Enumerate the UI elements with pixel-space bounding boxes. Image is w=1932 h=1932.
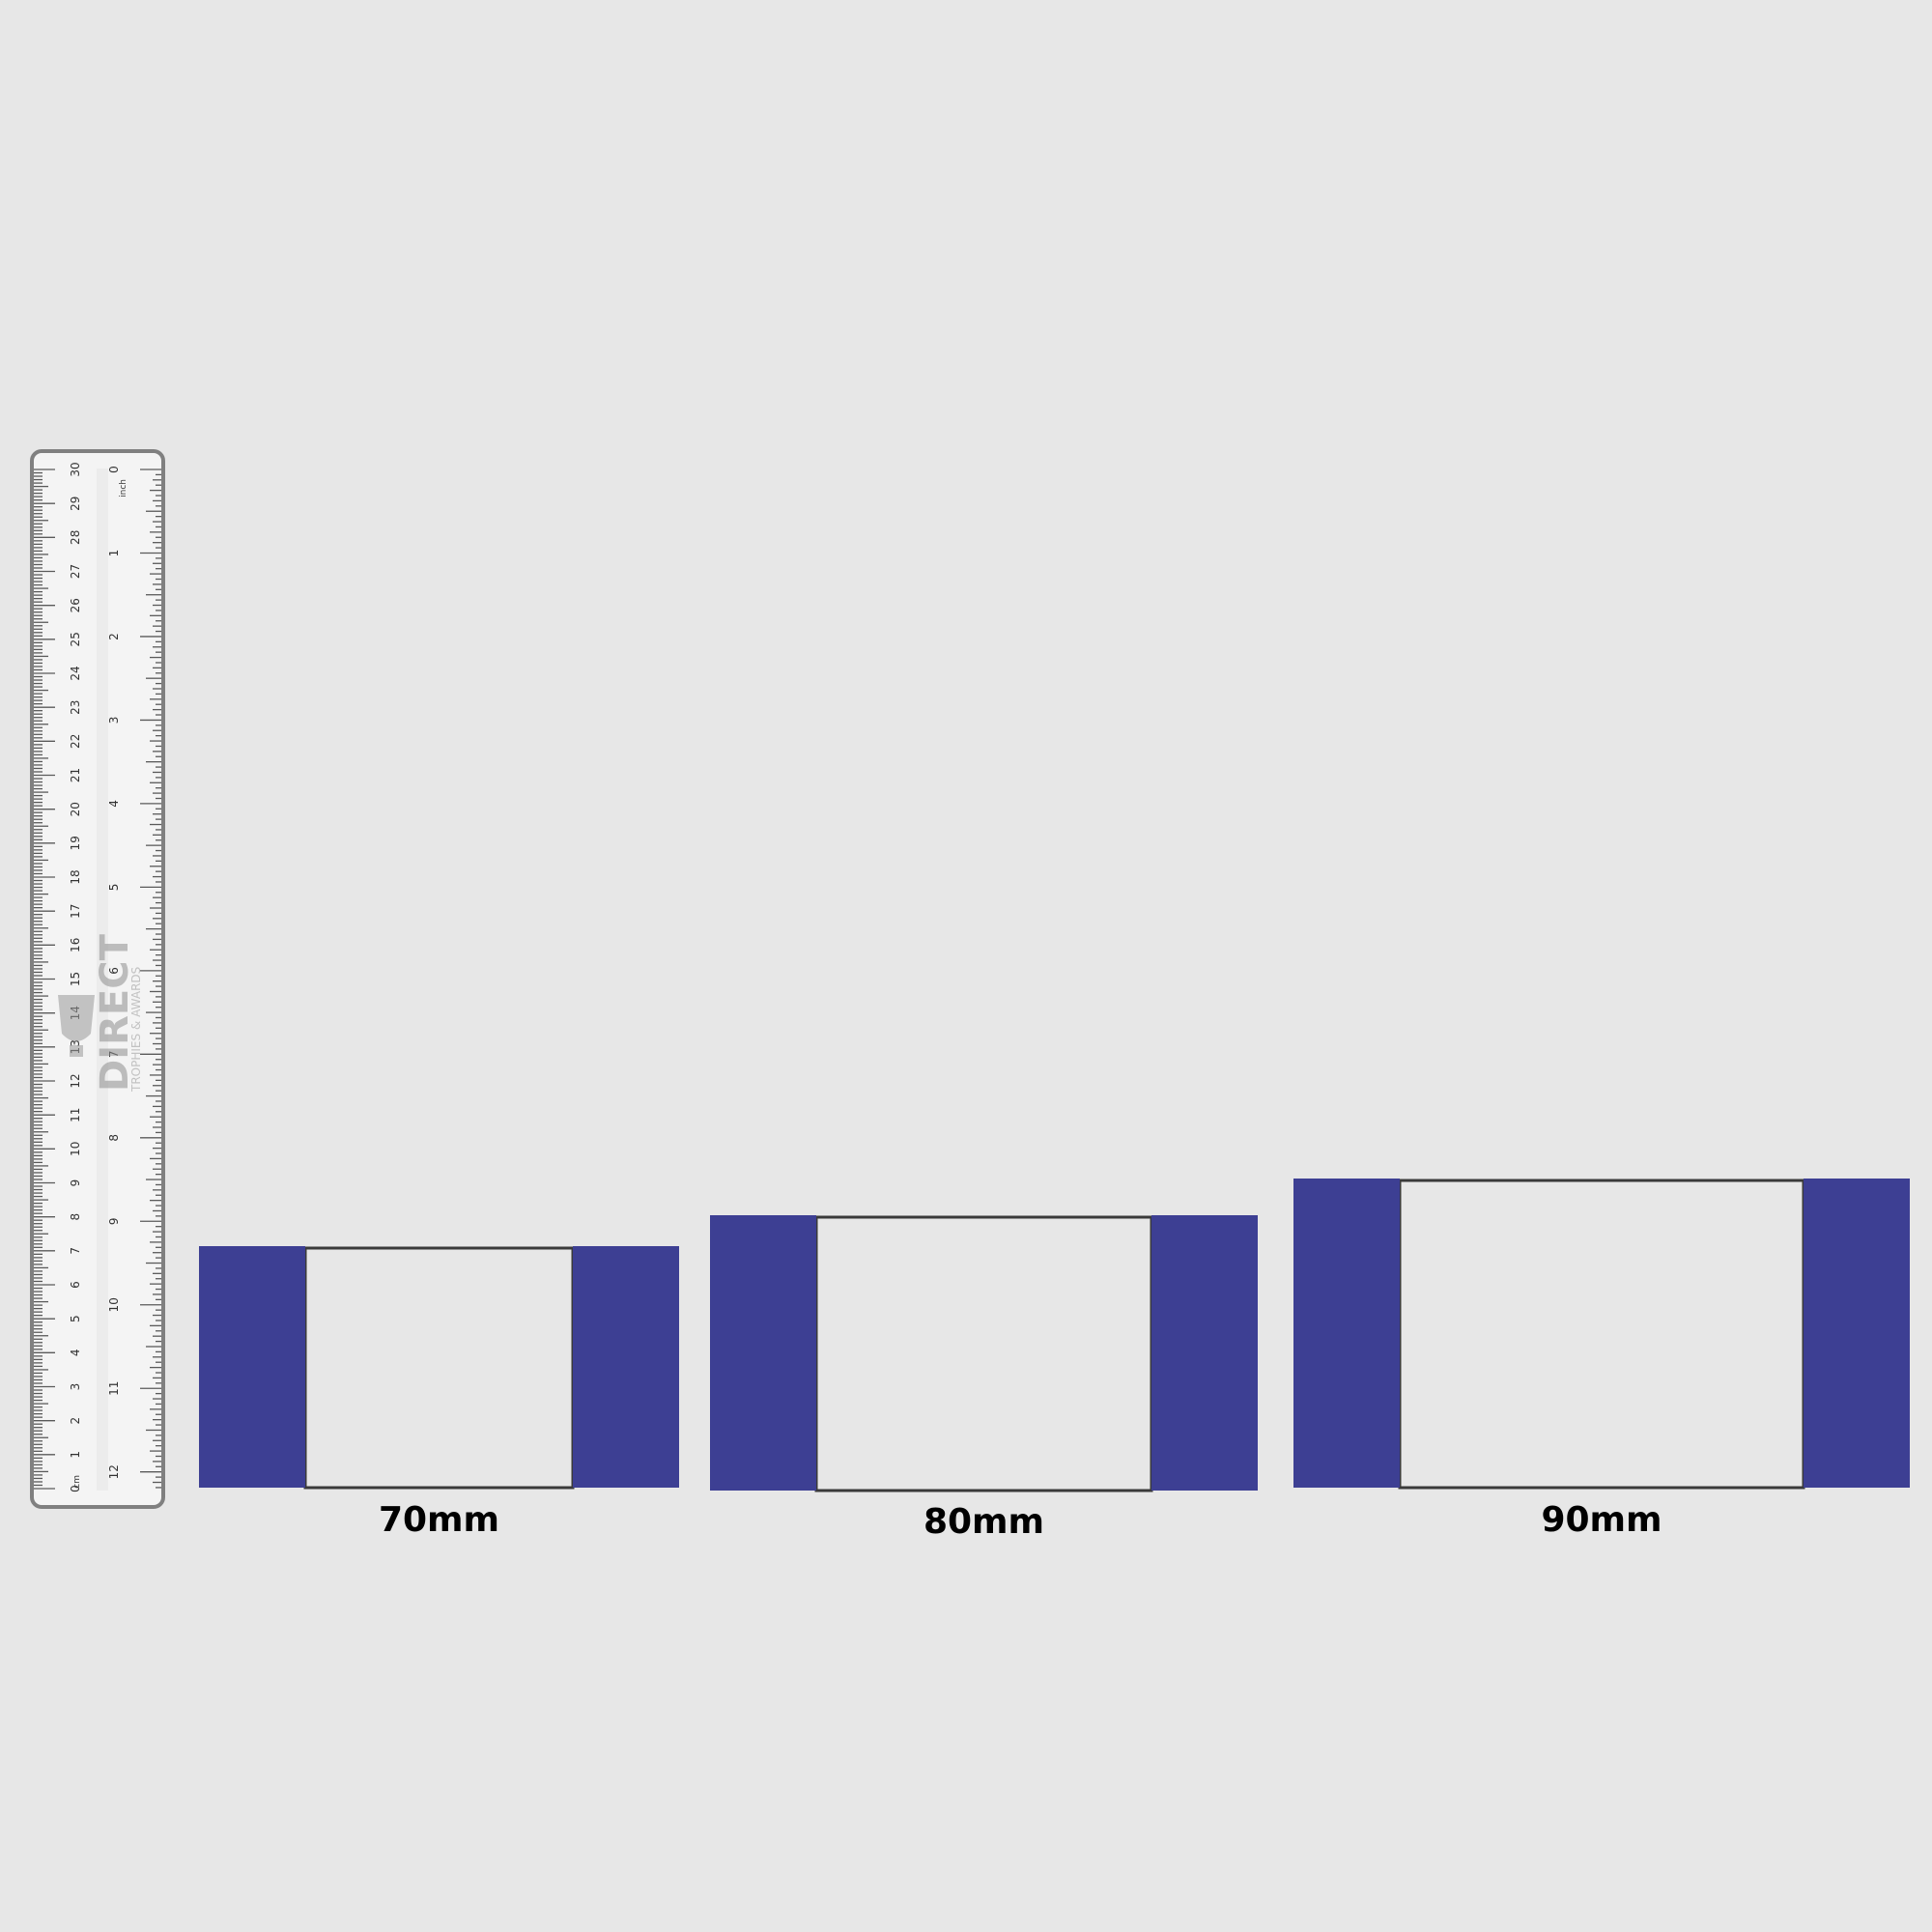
inch-number: 1 bbox=[107, 550, 121, 557]
cm-number: 0 bbox=[69, 1485, 82, 1492]
cm-number: 4 bbox=[69, 1349, 82, 1356]
band-sample-80mm bbox=[710, 1215, 1258, 1492]
inch-number: 6 bbox=[107, 967, 121, 975]
size-label-80mm: 80mm bbox=[923, 1502, 1045, 1542]
band-opening-outline bbox=[303, 1246, 575, 1490]
inch-number: 7 bbox=[107, 1050, 121, 1058]
band-opening-outline bbox=[1398, 1179, 1805, 1490]
cm-number: 16 bbox=[69, 938, 82, 952]
cm-number: 15 bbox=[69, 972, 82, 986]
size-label-90mm: 90mm bbox=[1541, 1500, 1662, 1540]
band-sample-90mm bbox=[1293, 1179, 1910, 1490]
cm-number: 3 bbox=[69, 1383, 82, 1391]
band-sample-70mm bbox=[199, 1246, 679, 1490]
cm-number: 1 bbox=[69, 1451, 82, 1459]
cm-number: 23 bbox=[69, 700, 82, 715]
inch-number: 9 bbox=[107, 1217, 121, 1225]
inch-number: 0 bbox=[107, 466, 121, 473]
cm-number: 10 bbox=[69, 1142, 82, 1156]
cm-number: 28 bbox=[69, 530, 82, 545]
cm-number: 22 bbox=[69, 734, 82, 749]
ruler: 0123456789101112131415161718192021222324… bbox=[30, 449, 165, 1509]
cm-number: 30 bbox=[69, 462, 82, 476]
inch-number: 3 bbox=[107, 717, 121, 724]
inch-number: 10 bbox=[107, 1297, 121, 1312]
cm-unit-label: cm bbox=[72, 1475, 82, 1489]
cm-number: 29 bbox=[69, 497, 82, 511]
brand-logo: DIRECT TROPHIES & AWARDS bbox=[58, 933, 143, 1093]
size-label-70mm: 70mm bbox=[378, 1500, 500, 1540]
cm-number: 18 bbox=[69, 869, 82, 884]
cm-number: 25 bbox=[69, 632, 82, 646]
cm-number: 19 bbox=[69, 836, 82, 850]
cm-number: 9 bbox=[69, 1179, 82, 1187]
cm-number: 21 bbox=[69, 768, 82, 782]
inch-number: 2 bbox=[107, 633, 121, 640]
inch-number: 5 bbox=[107, 884, 121, 892]
trophy-icon bbox=[58, 995, 95, 1057]
band-right-panel bbox=[1804, 1179, 1910, 1488]
cm-number: 20 bbox=[69, 802, 82, 816]
cm-number: 5 bbox=[69, 1315, 82, 1322]
inch-unit-label: inch bbox=[119, 479, 128, 497]
cm-scale: 0123456789101112131415161718192021222324… bbox=[34, 462, 82, 1492]
cm-number: 26 bbox=[69, 598, 82, 612]
cm-number: 17 bbox=[69, 904, 82, 919]
cm-number: 12 bbox=[69, 1073, 82, 1088]
brand-tagline: TROPHIES & AWARDS bbox=[129, 967, 143, 1093]
band-right-panel bbox=[573, 1246, 679, 1488]
cm-number: 7 bbox=[69, 1247, 82, 1255]
brand-wordmark: DIRECT bbox=[93, 933, 137, 1092]
cm-number: 8 bbox=[69, 1213, 82, 1221]
inch-number: 4 bbox=[107, 800, 121, 808]
cm-number: 11 bbox=[69, 1108, 82, 1122]
inch-number: 12 bbox=[107, 1464, 121, 1479]
inch-number: 8 bbox=[107, 1134, 121, 1142]
band-right-panel bbox=[1151, 1215, 1258, 1491]
band-left-panel bbox=[1293, 1179, 1400, 1488]
cm-number: 27 bbox=[69, 564, 82, 579]
band-opening-outline bbox=[814, 1215, 1153, 1492]
band-left-panel bbox=[199, 1246, 305, 1488]
band-samples bbox=[199, 1179, 1910, 1492]
inch-number: 11 bbox=[107, 1381, 121, 1396]
ruler-center-strip bbox=[97, 469, 108, 1491]
band-left-panel bbox=[710, 1215, 816, 1491]
cm-number: 24 bbox=[69, 666, 82, 680]
cm-number: 2 bbox=[69, 1417, 82, 1425]
cm-number: 6 bbox=[69, 1281, 82, 1289]
